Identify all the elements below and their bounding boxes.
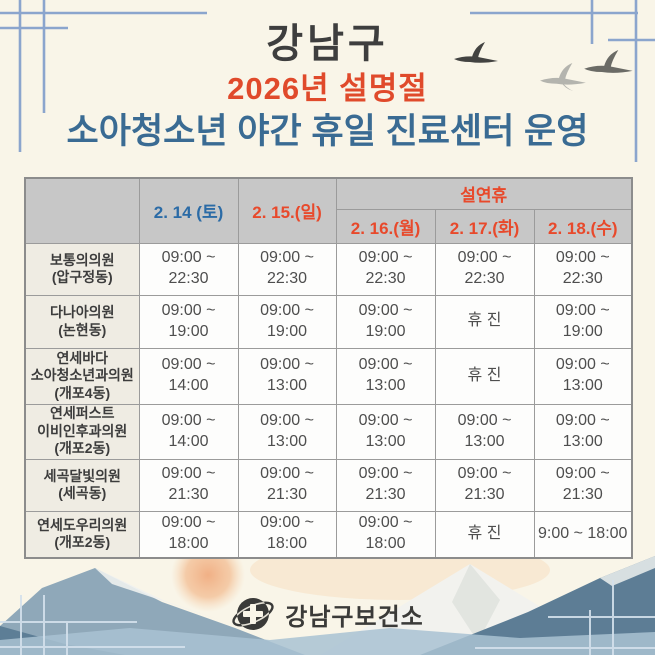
hours-cell: 09:00 ~ 22:30 — [434, 242, 535, 296]
region-title: 강남구 — [266, 22, 389, 66]
table-row: 연세도우리의원 (개포2동) 09:00 ~ 18:00 09:00 ~ 18:0… — [24, 510, 633, 559]
col-header-tuesday: 2. 17.(화) — [434, 208, 535, 244]
clinic-name-cell: 연세바다 소아청소년과의원 (개포4동) — [24, 347, 140, 405]
clinic-name-cell: 다나아의원 (논현동) — [24, 294, 140, 349]
hours-cell: 09:00 ~ 18:00 — [138, 510, 239, 559]
footer: 강남구보건소 — [0, 592, 655, 636]
holiday-group-header: 설연휴 — [335, 177, 633, 210]
col-header-wednesday: 2. 18.(수) — [533, 208, 633, 244]
table-row: 다나아의원 (논현동) 09:00 ~ 19:00 09:00 ~ 19:00 0… — [24, 294, 633, 349]
hours-cell: 휴 진 — [434, 294, 535, 349]
clinic-district: (개포4동) — [54, 384, 111, 401]
hours-cell: 9:00 ~ 18:00 — [533, 510, 633, 559]
clinic-name: 연세바다 소아청소년과의원 — [30, 349, 134, 384]
clinic-district: (세곡동) — [58, 485, 107, 501]
hours-cell: 09:00 ~ 18:00 — [237, 510, 337, 559]
title-block: 강남구 2026년 설명절 소아청소년 야간 휴일 진료센터 운영 — [0, 22, 655, 152]
hours-cell: 09:00 ~ 13:00 — [335, 347, 436, 405]
hours-cell: 09:00 ~ 18:00 — [335, 510, 436, 559]
organization-name: 강남구보건소 — [285, 603, 424, 631]
hours-cell: 09:00 ~ 19:00 — [335, 294, 436, 349]
clinic-name-cell: 연세도우리의원 (개포2동) — [24, 510, 140, 559]
hours-cell: 09:00 ~ 22:30 — [335, 242, 436, 296]
clinic-name: 연세도우리의원 — [37, 516, 128, 533]
clinic-name-cell: 세곡달빛의원 (세곡동) — [24, 458, 140, 512]
clinic-name: 세곡달빛의원 — [43, 467, 121, 484]
hours-cell: 09:00 ~ 19:00 — [237, 294, 337, 349]
hours-cell: 09:00 ~ 19:00 — [533, 294, 633, 349]
hours-cell: 09:00 ~ 19:00 — [138, 294, 239, 349]
hours-cell: 09:00 ~ 22:30 — [138, 242, 239, 296]
hours-cell: 09:00 ~ 14:00 — [138, 403, 239, 460]
hours-cell: 09:00 ~ 21:30 — [533, 458, 633, 512]
hours-cell: 09:00 ~ 21:30 — [434, 458, 535, 512]
clinic-district: (개포2동) — [54, 534, 111, 551]
hours-cell: 09:00 ~ 13:00 — [335, 403, 436, 460]
hours-cell: 09:00 ~ 21:30 — [335, 458, 436, 512]
hours-cell: 09:00 ~ 22:30 — [237, 242, 337, 296]
clinic-name: 보통의의원 — [50, 251, 115, 268]
clinic-name: 연세퍼스트 이비인후과의원 — [37, 405, 128, 439]
event-title: 2026년 설명절 — [227, 71, 428, 106]
hours-cell: 09:00 ~ 13:00 — [237, 403, 337, 460]
clinic-name: 다나아의원 — [50, 304, 115, 320]
col-header-sunday: 2. 15.(일) — [237, 177, 337, 244]
clinic-district: (개포2동) — [54, 440, 111, 457]
hours-cell: 휴 진 — [434, 510, 535, 559]
clinic-schedule-table: 2. 14 (토) 2. 15.(일) 설연휴 2. 16.(월) 2. 17.… — [24, 177, 633, 559]
hours-cell: 09:00 ~ 13:00 — [237, 347, 337, 405]
table-row: 연세바다 소아청소년과의원 (개포4동) 09:00 ~ 14:00 09:00 … — [24, 347, 633, 405]
col-header-saturday: 2. 14 (토) — [138, 177, 239, 244]
clinic-name-cell: 보통의의원 (압구정동) — [24, 242, 140, 296]
hours-cell: 휴 진 — [434, 347, 535, 405]
hours-cell: 09:00 ~ 14:00 — [138, 347, 239, 405]
hours-cell: 09:00 ~ 13:00 — [434, 403, 535, 460]
clinic-district: (압구정동) — [51, 269, 113, 285]
clinic-name-cell: 연세퍼스트 이비인후과의원 (개포2동) — [24, 403, 140, 460]
col-header-monday: 2. 16.(월) — [335, 208, 436, 244]
corner-cell — [24, 177, 140, 244]
hours-cell: 09:00 ~ 22:30 — [533, 242, 633, 296]
hours-cell: 09:00 ~ 21:30 — [237, 458, 337, 512]
hours-cell: 09:00 ~ 13:00 — [533, 347, 633, 405]
hours-cell: 09:00 ~ 21:30 — [138, 458, 239, 512]
clinic-district: (논현동) — [58, 321, 107, 338]
table-row: 세곡달빛의원 (세곡동) 09:00 ~ 21:30 09:00 ~ 21:30 … — [24, 458, 633, 512]
health-center-logo-icon — [232, 598, 274, 630]
subtitle: 소아청소년 야간 휴일 진료센터 운영 — [66, 111, 589, 151]
table-row: 보통의의원 (압구정동) 09:00 ~ 22:30 09:00 ~ 22:30 … — [24, 242, 633, 296]
table-row: 연세퍼스트 이비인후과의원 (개포2동) 09:00 ~ 14:00 09:00 … — [24, 403, 633, 460]
hours-cell: 09:00 ~ 13:00 — [533, 403, 633, 460]
